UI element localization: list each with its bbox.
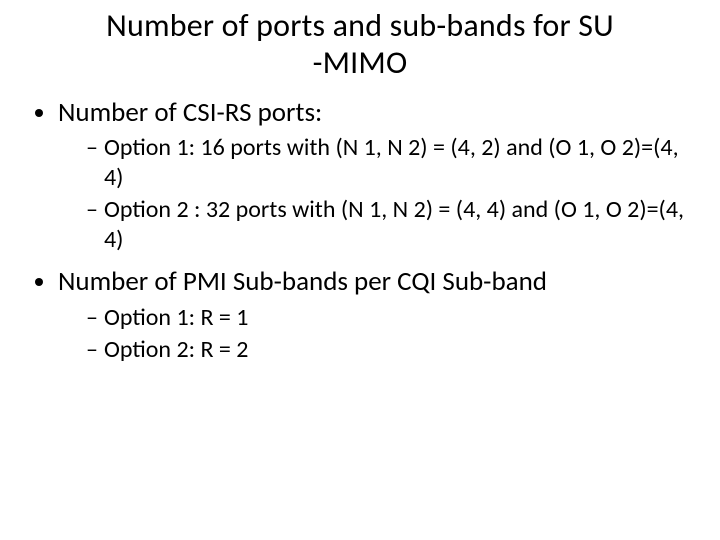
sub-bullet-item: Option 1: R = 1	[86, 303, 700, 333]
sub-bullet-list: Option 1: 16 ports with (N 1, N 2) = (4,…	[58, 133, 700, 255]
slide-title: Number of ports and sub-bands for SU -MI…	[20, 8, 700, 82]
bullet-text: Number of CSI-RS ports:	[58, 96, 322, 129]
bullet-item: Number of PMI Sub-bands per CQI Sub-band…	[58, 265, 700, 365]
bullet-item: Number of CSI-RS ports: Option 1: 16 por…	[58, 96, 700, 256]
slide: Number of ports and sub-bands for SU -MI…	[0, 0, 720, 540]
bullet-text: Number of PMI Sub-bands per CQI Sub-band	[58, 265, 547, 298]
sub-bullet-item: Option 2: R = 2	[86, 335, 700, 365]
bullet-list: Number of CSI-RS ports: Option 1: 16 por…	[20, 96, 700, 366]
title-line-1: Number of ports and sub-bands for SU	[106, 6, 614, 45]
sub-bullet-item: Option 1: 16 ports with (N 1, N 2) = (4,…	[86, 133, 700, 193]
sub-bullet-item: Option 2 : 32 ports with (N 1, N 2) = (4…	[86, 195, 700, 255]
title-line-2: -MIMO	[313, 43, 408, 82]
sub-bullet-list: Option 1: R = 1 Option 2: R = 2	[58, 303, 700, 365]
